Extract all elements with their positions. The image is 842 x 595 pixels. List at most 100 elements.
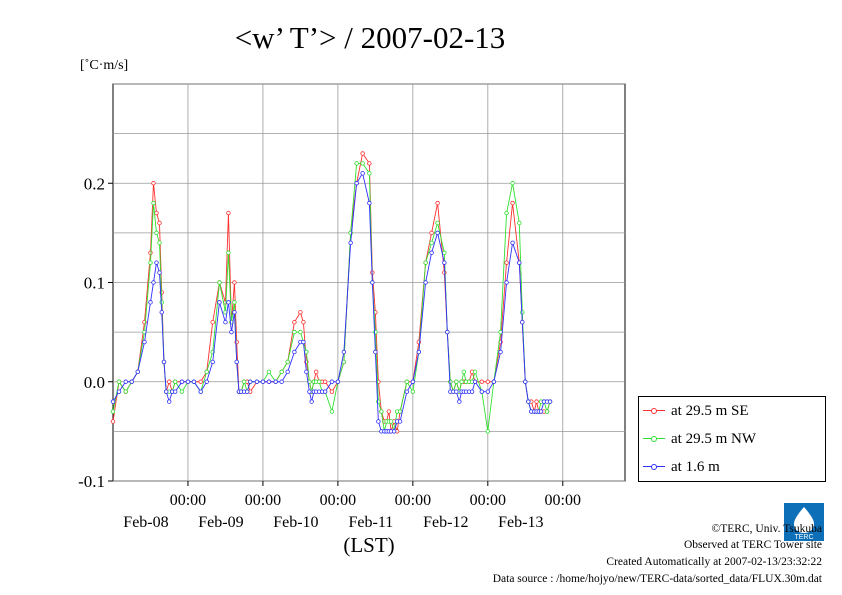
data-point [123,389,128,394]
data-point [457,399,462,404]
data-point [129,379,134,384]
data-point [279,369,284,375]
legend-label-se: at 29.5 m SE [671,402,749,419]
data-point [164,389,169,394]
data-point [110,409,116,414]
data-point [266,379,272,384]
data-point [354,181,359,186]
data-point [279,379,284,384]
x-tick-time: 00:00 [545,492,581,509]
y-tick-label: 0.2 [84,174,105,193]
data-point [504,210,509,216]
data-point [159,310,164,315]
data-point [232,310,237,315]
data-point [309,399,314,404]
data-point [110,419,116,424]
legend-label-nw: at 29.5 m NW [671,430,756,447]
x-ticks: 00:00Feb-0800:00Feb-0900:00Feb-1000:00Fe… [123,481,581,531]
legend-item-se: at 29.5 m SE [643,401,749,421]
data-point [226,300,231,305]
x-tick-date: Feb-08 [123,514,168,531]
x-tick-time: 00:00 [320,492,356,509]
data-point [226,210,231,216]
data-point [379,409,384,414]
data-point [454,379,459,384]
data-point [459,379,464,384]
y-tick-label: 0.1 [84,274,105,293]
data-point [204,379,209,384]
x-tick-date: Feb-10 [273,514,318,531]
data-point [504,260,509,265]
data-point [266,369,272,375]
data-point [454,389,459,394]
data-point [367,200,372,206]
data-point [517,260,522,265]
data-point [151,280,156,285]
data-point [386,409,392,414]
data-point [479,379,485,384]
data-point [226,250,231,255]
data-point [316,379,322,384]
data-point [241,379,247,384]
x-tick-time: 00:00 [170,492,206,509]
data-point [322,389,328,394]
data-point [179,379,185,384]
data-point [157,240,162,245]
data-point [304,349,309,355]
legend-swatch-se [643,406,665,416]
data-point [148,260,153,265]
data-point [157,220,162,226]
y-tick-label: -0.1 [78,472,105,491]
footer-observed: Observed at TERC Tower site [683,539,822,551]
data-point [504,280,509,285]
x-axis-label: (LST) [343,533,394,557]
data-point [260,379,266,384]
x-tick-date: Feb-12 [423,514,468,531]
data-point [435,230,440,236]
y-ticks: -0.1 0.0 0.1 0.2 [78,174,113,491]
data-point [469,389,475,394]
data-point [388,419,394,424]
data-point [154,210,159,216]
data-point [179,389,185,394]
data-point [416,349,422,355]
data-point [335,379,341,384]
data-point [360,151,365,156]
data-point [429,250,434,255]
data-point [232,300,237,305]
data-point [435,200,440,206]
data-point [232,280,237,285]
y-tick-label: 0.0 [84,373,105,392]
data-point [198,379,203,384]
data-point [148,300,153,305]
data-point [322,379,328,384]
data-point [472,369,478,375]
data-point [167,399,172,404]
data-point [292,349,297,355]
data-point [354,161,359,166]
x-tick-date: Feb-11 [348,514,393,531]
data-point [151,181,156,186]
footer-source: Data source : /home/hojyo/new/TERC-data/… [492,573,822,585]
data-point [198,389,203,394]
data-point [313,369,319,375]
data-point [404,389,410,394]
data-point [223,320,228,325]
data-point [161,359,167,365]
data-point [159,300,164,305]
logo-text: TERC [794,534,813,541]
data-point [520,320,525,325]
data-point [442,260,447,265]
data-point [210,320,215,325]
x-tick-time: 00:00 [245,492,281,509]
data-point [292,320,297,325]
data-point [348,240,353,245]
data-point [442,250,447,255]
data-point [329,389,335,394]
data-point [397,409,403,414]
data-point [376,419,381,424]
data-point [301,339,306,345]
data-point [445,329,450,335]
data-point [360,161,365,166]
